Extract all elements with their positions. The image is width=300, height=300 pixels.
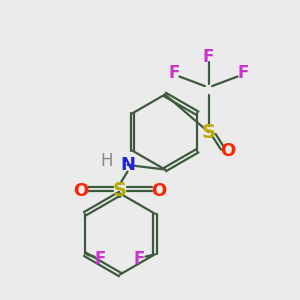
Text: F: F — [203, 48, 214, 66]
Text: O: O — [220, 142, 236, 160]
Text: O: O — [152, 182, 166, 200]
Text: O: O — [74, 182, 88, 200]
Text: F: F — [168, 64, 180, 82]
Text: F: F — [134, 250, 145, 268]
Text: N: N — [120, 156, 135, 174]
Text: F: F — [237, 64, 249, 82]
Text: F: F — [95, 250, 106, 268]
Text: S: S — [113, 181, 127, 200]
Text: S: S — [202, 122, 215, 142]
Text: H: H — [100, 152, 113, 169]
